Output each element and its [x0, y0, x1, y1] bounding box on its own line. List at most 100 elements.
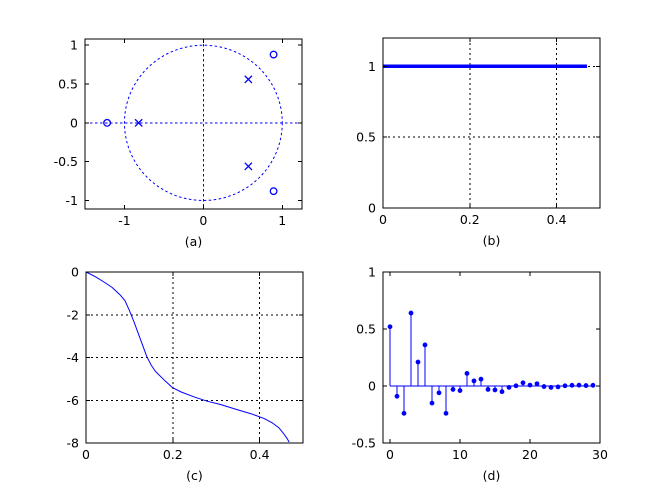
subplot-label: (b)	[483, 233, 501, 248]
stem	[555, 384, 561, 390]
y-tick-label: 0.5	[356, 130, 376, 145]
stem-dot	[576, 382, 582, 388]
stem	[534, 381, 540, 387]
stem-dot	[387, 324, 393, 330]
x-tick-label: 20	[522, 447, 538, 462]
stem	[394, 386, 400, 399]
y-tick-label: -4	[67, 350, 80, 365]
subplot-d: 0 10 20 30 1 0.5 0 -0.5 (d)	[352, 265, 608, 484]
axes-box	[84, 38, 303, 210]
stem	[569, 382, 575, 388]
stem-dot	[541, 384, 547, 389]
stem-dot	[506, 384, 512, 390]
stem	[548, 384, 554, 390]
stem	[506, 384, 512, 390]
axes-box	[382, 37, 601, 209]
stem-dot	[394, 393, 400, 399]
stem-dot	[457, 388, 463, 393]
stem	[520, 380, 526, 386]
stem-dot	[422, 342, 428, 348]
pole-marker-stroke	[244, 75, 253, 84]
x-tick-label: 0.4	[250, 447, 270, 462]
y-tick-label: -2	[67, 307, 79, 322]
x-tick-label: 0	[199, 213, 207, 228]
stem	[583, 383, 589, 388]
pole-marker	[244, 162, 253, 171]
x-tick-label: 30	[592, 447, 608, 462]
y-tick-label: -0.5	[352, 436, 376, 451]
stem	[422, 342, 428, 386]
stem	[541, 384, 547, 389]
subplot-c: 0 0.2 0.4 0 -2 -4 -6 -8 (c)	[67, 265, 304, 483]
stem	[401, 386, 407, 416]
subplot-label: (a)	[185, 234, 202, 249]
y-tick-label: -8	[67, 436, 80, 451]
stem-dot	[555, 384, 561, 390]
y-tick-label: -6	[67, 393, 80, 408]
stem-dot	[415, 359, 421, 365]
subplot-label: (c)	[186, 468, 203, 483]
stem	[485, 386, 491, 392]
stem-dot	[562, 383, 568, 389]
stem-dot	[401, 410, 407, 416]
zero-marker	[103, 118, 112, 127]
y-tick-label: -0.5	[54, 154, 78, 169]
x-tick-label: 0.2	[460, 212, 480, 227]
stem	[499, 386, 505, 395]
stem	[478, 376, 484, 386]
pole-marker	[134, 118, 143, 127]
stem	[429, 386, 435, 406]
stem-dot	[569, 382, 575, 388]
zero-marker	[269, 50, 278, 59]
unit-circle	[123, 44, 283, 201]
y-tick-label: 0	[368, 201, 376, 216]
y-tick-label: 1	[368, 265, 376, 280]
stem-dot	[436, 390, 442, 396]
y-tick-label: 1	[368, 59, 376, 74]
stem	[415, 359, 421, 386]
stem-dot	[583, 383, 589, 388]
stem-dot	[443, 410, 449, 416]
stem-dot	[429, 400, 435, 406]
stem	[464, 371, 470, 386]
phase-response-curve	[85, 271, 290, 443]
stem	[443, 386, 449, 416]
subplot-b: 0 0.2 0.4 0 0.5 1 (b)	[356, 37, 601, 248]
subplot-a: -1 0 1 1 0.5 0 -0.5 -1 (a)	[54, 38, 303, 249]
stem-dot	[590, 382, 596, 388]
subplot-label: (d)	[483, 468, 501, 483]
y-tick-label: -1	[66, 193, 78, 208]
y-tick-label: 0	[71, 265, 79, 280]
stem-dot	[499, 389, 505, 395]
stem-dot	[548, 384, 554, 390]
y-tick-label: 0.5	[356, 322, 376, 337]
stem	[513, 383, 519, 389]
pole-marker-stroke	[134, 118, 143, 127]
x-tick-label: 0.4	[547, 212, 567, 227]
pole-marker-stroke	[244, 162, 253, 171]
y-tick-label: 0	[368, 379, 376, 394]
y-tick-label: 0.5	[58, 77, 78, 92]
stem-dot	[464, 371, 470, 376]
x-tick-label: 10	[452, 447, 468, 462]
stem	[457, 386, 463, 393]
x-tick-label: 0	[379, 212, 387, 227]
stem	[562, 383, 568, 389]
stem	[590, 382, 596, 388]
stem-dot	[492, 387, 498, 393]
axes-box	[382, 271, 601, 444]
x-tick-label: 0	[82, 447, 90, 462]
axes-box	[85, 271, 304, 444]
stem	[408, 310, 414, 386]
stem-dot	[478, 376, 484, 382]
stem	[387, 324, 393, 386]
stem	[471, 378, 477, 386]
stem-dot	[485, 387, 491, 392]
stem-dot	[450, 387, 456, 392]
pole-marker	[244, 75, 253, 84]
y-tick-label: 1	[70, 38, 78, 53]
stem-dot	[408, 310, 414, 316]
stem-dot	[527, 382, 533, 388]
